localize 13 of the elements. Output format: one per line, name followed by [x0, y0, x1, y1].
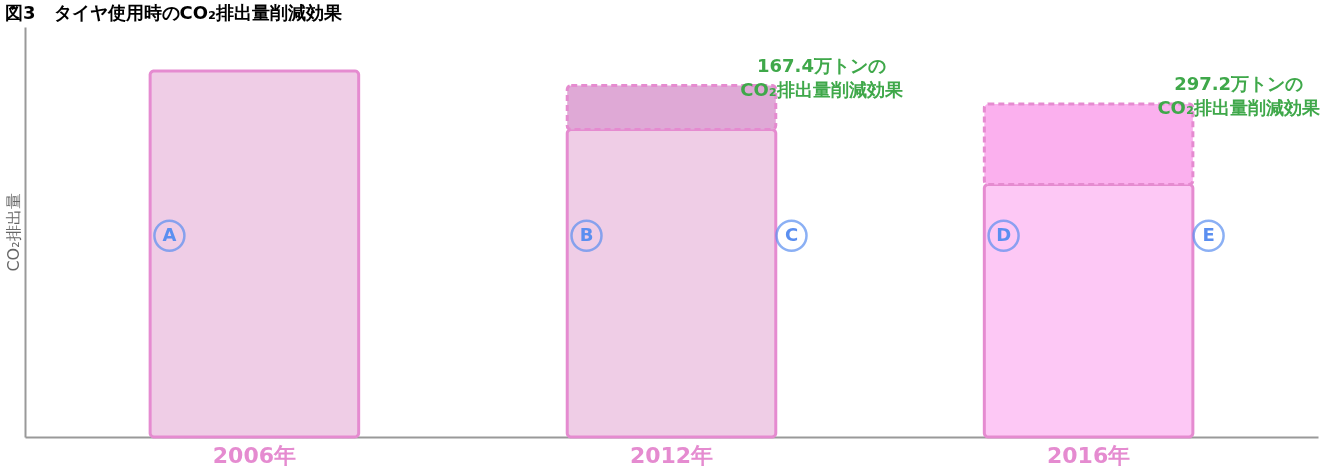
annotation: C: [784, 223, 799, 245]
annotation: 167.4万トンの CO₂排出量削減効果: [740, 54, 904, 100]
annotation: 297.2万トンの CO₂排出量削減効果: [1157, 72, 1321, 118]
annotation: A: [162, 223, 177, 245]
chart-title: 図3 タイヤ使用時のCO₂排出量削減効果: [5, 2, 343, 23]
x-tick-label: 2012年: [629, 442, 714, 468]
x-tick-label: 2006年: [212, 442, 297, 468]
x-tick-label: 2016年: [1046, 442, 1131, 468]
annotation: B: [579, 223, 594, 245]
y-axis-title: CO₂排出量: [3, 193, 23, 272]
annotation: E: [1202, 223, 1215, 245]
annotation: D: [996, 223, 1012, 245]
bar: [148, 69, 361, 439]
